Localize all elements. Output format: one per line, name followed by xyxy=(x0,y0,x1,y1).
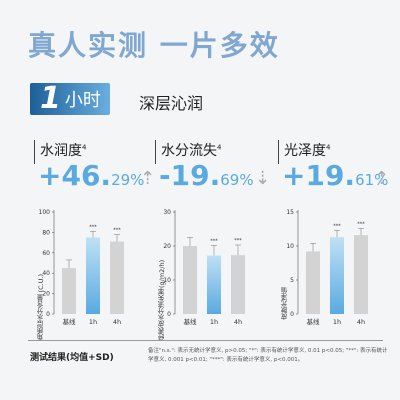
y-tick-label: 5 xyxy=(290,277,294,284)
time-badge: 1 小时 xyxy=(30,83,110,115)
y-tick-label: 0 xyxy=(290,311,294,318)
x-tick-label: 4h xyxy=(234,318,242,326)
panel-divider xyxy=(34,140,35,164)
significance-label: *** xyxy=(210,238,218,244)
panel-divider xyxy=(278,140,279,164)
x-tick-label: 1h xyxy=(210,318,218,326)
bar-chart: 0 10 20 30 基线 *** 1h *** 4h xyxy=(163,209,245,326)
panel-hydration: 水润度4 +46.29% ⇡ 0 20 40 60 80 100 基线 *** 1h *** 4h … xyxy=(34,140,156,340)
y-tick-label: 20 xyxy=(163,243,171,250)
bar xyxy=(207,255,221,314)
significance-label: *** xyxy=(234,238,242,244)
panel-name: 水润度4 xyxy=(40,143,87,159)
time-unit: 小时 xyxy=(64,90,101,111)
panel-stat: -19.69% xyxy=(159,159,254,192)
x-tick-label: 1h xyxy=(333,318,341,326)
y-tick-label: 40 xyxy=(42,270,50,277)
significance-label: *** xyxy=(333,223,341,229)
footer-title: 测试结果(均值+SD) xyxy=(30,353,114,363)
time-number: 1 xyxy=(40,81,61,116)
bar xyxy=(231,255,245,314)
footer-divider xyxy=(28,340,383,341)
bar-chart: 0 20 40 60 80 100 基线 *** 1h *** 4h xyxy=(39,209,124,326)
panel-stat: +46.29% xyxy=(38,159,145,192)
y-tick-label: 0 xyxy=(46,311,50,318)
up-arrow-icon: ⇡ xyxy=(140,168,156,189)
y-axis-label: 角质层水分含量 (C.U.) xyxy=(37,273,45,340)
bar-chart: 0 5 10 15 基线 *** 1h *** 4h xyxy=(286,209,368,326)
panel-water-loss: 水分流失4 -19.69% ⇣ 0 10 20 30 基线 *** 1h *** 4h 经表皮水… xyxy=(155,140,275,340)
y-tick-label: 100 xyxy=(39,209,51,216)
panel-gloss: 光泽度4 +19.61% ⇡ 0 5 10 15 基线 *** 1h *** 4h 皮肤光泽值 xyxy=(278,140,398,340)
bar xyxy=(86,237,100,314)
x-tick-label: 基线 xyxy=(307,317,321,326)
y-tick-label: 60 xyxy=(42,250,50,257)
footer-note: 备注"n.s.": 表示无统计学意义, p>0.05; "*": 表示有统计学意… xyxy=(148,348,388,363)
panel-stat: +19.61% xyxy=(282,159,389,192)
x-tick-label: 4h xyxy=(357,318,365,326)
bar xyxy=(354,235,368,314)
panel-name: 水分流失4 xyxy=(161,143,222,159)
up-arrow-icon: ⇡ xyxy=(374,168,390,189)
y-tick-label: 10 xyxy=(163,277,171,284)
effect-label: 深层沁润 xyxy=(139,94,204,113)
x-tick-label: 4h xyxy=(113,318,121,326)
x-tick-label: 基线 xyxy=(63,317,77,326)
y-tick-label: 80 xyxy=(42,229,50,236)
significance-label: *** xyxy=(113,227,121,233)
x-tick-label: 基线 xyxy=(184,317,198,326)
x-tick-label: 1h xyxy=(89,318,97,326)
page-title: 真人实测 一片多效 xyxy=(28,29,280,62)
bar xyxy=(306,251,320,314)
bar xyxy=(110,241,124,314)
panel-divider xyxy=(155,140,156,164)
bar xyxy=(62,268,76,314)
panel-name: 光泽度4 xyxy=(284,143,331,159)
y-tick-label: 0 xyxy=(167,311,171,318)
significance-label: *** xyxy=(357,221,365,227)
y-tick-label: 15 xyxy=(286,209,294,216)
y-axis-label: 皮肤光泽值 xyxy=(281,287,289,321)
significance-label: *** xyxy=(89,224,97,230)
bar xyxy=(330,237,344,314)
y-tick-label: 20 xyxy=(42,291,50,298)
bar xyxy=(183,246,197,314)
y-tick-label: 30 xyxy=(163,209,171,216)
y-axis-label: 经表皮水分流失率(g/m2/h) xyxy=(158,259,166,340)
down-arrow-icon: ⇣ xyxy=(255,168,271,189)
y-tick-label: 10 xyxy=(286,243,294,250)
